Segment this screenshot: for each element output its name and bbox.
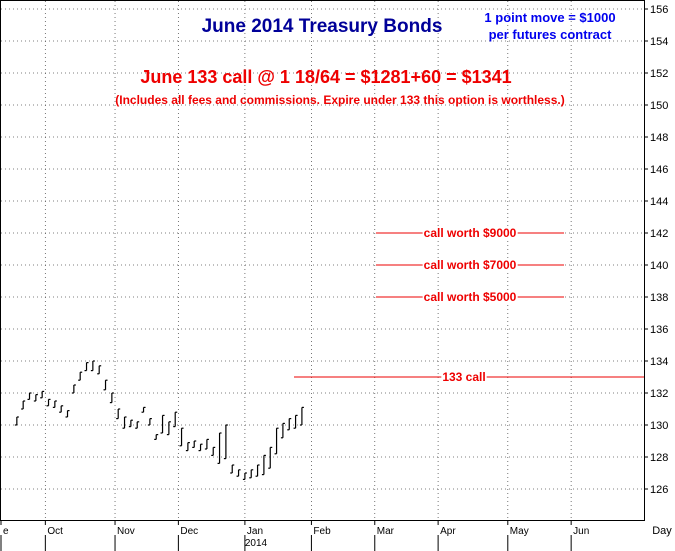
y-tick-label: 150 <box>650 100 668 112</box>
annotation-label-backing <box>422 290 518 304</box>
plot-frame <box>0 0 645 521</box>
x-tick-label: Feb <box>313 526 331 537</box>
y-tick-label: 152 <box>650 68 668 80</box>
x-tick-label: May <box>510 526 529 537</box>
y-tick-label: 134 <box>650 356 668 368</box>
x-tick-label: e <box>3 526 9 537</box>
annotation-label: call worth $9000 <box>424 226 517 240</box>
chart-title: June 2014 Treasury Bonds <box>202 16 443 37</box>
annotation-label: 133 call <box>442 370 485 384</box>
annotation-label: call worth $7000 <box>424 258 517 272</box>
contract-note-line-1: 1 point move = $1000 <box>484 10 615 25</box>
headline: June 133 call @ 1 18/64 = $1281+60 = $13… <box>140 67 511 87</box>
subheadline: (Includes all fees and commissions. Expi… <box>115 93 564 107</box>
y-tick-label: 138 <box>650 292 668 304</box>
y-tick-label: 128 <box>650 452 668 464</box>
x-tick-label: Apr <box>440 526 456 537</box>
annotation-labels: call worth $9000 call worth $7000 call wor… <box>422 226 518 384</box>
contract-note-line-2: per futures contract <box>489 27 612 42</box>
annotation-label: call worth $5000 <box>424 290 517 304</box>
x-tick-label: Dec <box>180 526 198 537</box>
y-tick-label: 132 <box>650 388 668 400</box>
x-tick-label: Mar <box>377 526 395 537</box>
y-tick-label: 148 <box>650 132 668 144</box>
x-tick-label: Oct <box>47 526 63 537</box>
y-tick-label: 142 <box>650 228 668 240</box>
y-tick-label: 136 <box>650 324 668 336</box>
y-tick-label: 146 <box>650 164 668 176</box>
x-axis-label: Day <box>652 525 672 537</box>
annotation-label-backing <box>422 226 518 240</box>
y-axis: 156 154 152 150 148 146 144 142 140 138 136 134 132 1… <box>644 4 668 496</box>
y-tick-label: 156 <box>650 4 668 16</box>
year-label: 2014 <box>245 538 268 549</box>
y-tick-label: 140 <box>650 260 668 272</box>
y-tick-label: 126 <box>650 484 668 496</box>
y-tick-label: 154 <box>650 36 668 48</box>
price-bars <box>14 360 304 480</box>
y-tick-label: 130 <box>650 420 668 432</box>
x-axis: e Oct Nov Dec Jan Feb Mar Apr May Jun <box>0 521 589 551</box>
x-tick-label: Nov <box>117 526 135 537</box>
x-tick-label: Jun <box>573 526 589 537</box>
annotation-label-backing <box>441 370 487 384</box>
annotation-label-backing <box>422 258 518 272</box>
x-tick-label: Jan <box>247 526 263 537</box>
y-tick-label: 144 <box>650 196 668 208</box>
